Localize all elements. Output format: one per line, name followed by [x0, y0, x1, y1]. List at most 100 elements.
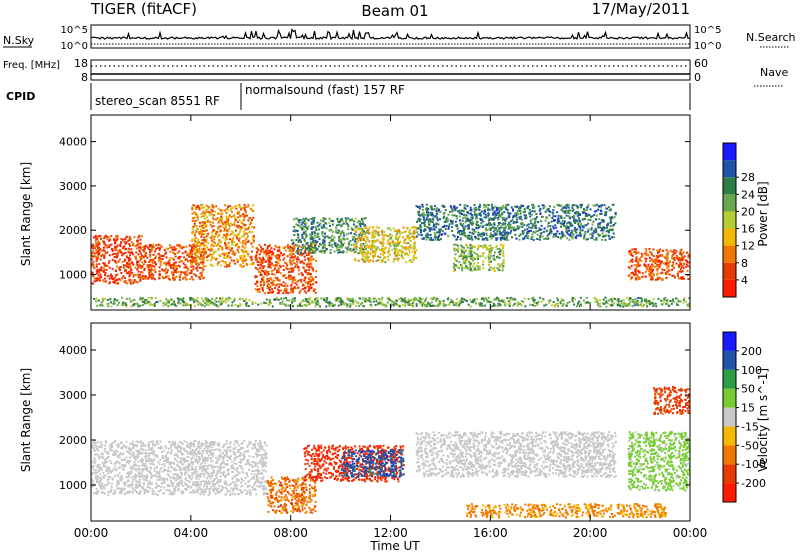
- colorbar-swatch: [723, 143, 736, 161]
- colorbar-swatch: [723, 483, 736, 502]
- nave-tick-top: 60: [694, 57, 708, 70]
- colorbar-tick-100: 100: [741, 364, 762, 377]
- velocity-region-2: [266, 476, 317, 514]
- velocity-region-4: [340, 449, 405, 478]
- cpid-panel: CPID stereo_scan 8551 RF normalsound (fa…: [6, 83, 691, 110]
- colorbar-swatch: [723, 228, 736, 246]
- colorbar-swatch: [723, 332, 736, 351]
- nave-label: Nave: [760, 66, 788, 79]
- xtick-label-3: 08:00: [273, 526, 308, 540]
- velocity-y-axis: 1000 2000 3000 4000: [59, 344, 690, 492]
- xtick-label-4: 12:00: [373, 526, 408, 540]
- colorbar-tick-20: 20: [741, 205, 755, 218]
- colorbar-tick--200: -200: [741, 477, 766, 490]
- power-region-8: [415, 203, 617, 241]
- colorbar-tick-50: 50: [741, 383, 755, 396]
- power-ytick-2000: 2000: [59, 224, 87, 237]
- colorbar-swatch: [723, 407, 736, 427]
- colorbar-tick-15: 15: [741, 402, 755, 415]
- power-scatter: [91, 203, 690, 308]
- power-ytick-1000: 1000: [59, 269, 87, 282]
- freq-tick-bottom: 8: [81, 71, 88, 84]
- power-ytick-3000: 3000: [59, 180, 87, 193]
- power-region-10: [93, 296, 690, 308]
- power-ytick-4000: 4000: [59, 136, 87, 149]
- nsky-label: N.Sky: [3, 34, 35, 47]
- velocity-region-5: [415, 431, 618, 478]
- xtick-label-7: 00:00: [673, 526, 708, 540]
- power-region-7: [452, 243, 505, 273]
- station-title: TIGER (fitACF): [90, 0, 197, 18]
- velocity-region-8: [652, 386, 690, 415]
- power-ylabel: Slant Range [km]: [19, 162, 33, 266]
- velocity-region-7: [627, 431, 690, 492]
- velocity-ytick-1000: 1000: [59, 479, 87, 492]
- cpid-segment-2: normalsound (fast) 157 RF: [245, 83, 405, 97]
- colorbar-tick--15: -15: [741, 420, 759, 433]
- velocity-ylabel: Slant Range [km]: [19, 368, 33, 472]
- colorbar-tick-24: 24: [741, 188, 755, 201]
- velocity-ytick-4000: 4000: [59, 344, 87, 357]
- power-colorbar-label: Power [dB]: [756, 181, 770, 246]
- nsky-tick-top: 10^5: [61, 25, 88, 36]
- colorbar-swatch: [723, 388, 736, 408]
- power-panel: 1000 2000 3000 4000 Slant Range [km]: [19, 114, 691, 311]
- power-region-1: [91, 234, 143, 285]
- power-region-4: [254, 243, 318, 295]
- xtick-label-5: 16:00: [473, 526, 508, 540]
- colorbar-tick-28: 28: [741, 171, 755, 184]
- colorbar-tick-16: 16: [741, 223, 755, 236]
- colorbar-swatch: [723, 262, 736, 280]
- power-region-9: [627, 248, 690, 281]
- velocity-scatter: [91, 386, 690, 519]
- velocity-region-1: [91, 440, 268, 496]
- xtick-label-1: 00:00: [74, 526, 109, 540]
- cpid-label: CPID: [6, 90, 35, 103]
- freq-panel: Freq. [MHz] 18 8 60 0 Nave: [3, 57, 788, 87]
- power-colorbar: 4 8 12 16 20 24 28: [722, 142, 755, 298]
- colorbar-tick--50: -50: [741, 439, 759, 452]
- nsearch-tick-bottom: 10^0: [694, 41, 721, 52]
- velocity-colorbar: 200 100 50 15 -15 -50 -100 -200: [722, 331, 766, 503]
- velocity-ytick-2000: 2000: [59, 434, 87, 447]
- colorbar-swatch: [723, 194, 736, 212]
- xlabel: Time UT: [369, 539, 420, 553]
- colorbar-tick-8: 8: [741, 257, 748, 270]
- colorbar-swatch: [723, 426, 736, 446]
- nave-tick-bottom: 0: [694, 71, 701, 84]
- velocity-ytick-3000: 3000: [59, 389, 87, 402]
- nsky-tick-bottom: 10^0: [61, 41, 88, 52]
- nsky-panel: N.Sky 10^5 10^0 10^5 10^0 N.Search: [3, 24, 796, 52]
- colorbar-swatch: [723, 279, 736, 297]
- nsky-trace: [91, 28, 690, 45]
- power-y-axis: 1000 2000 3000 4000: [59, 136, 690, 282]
- nsearch-tick-top: 10^5: [694, 25, 721, 36]
- colorbar-swatch: [723, 369, 736, 389]
- colorbar-swatch: [723, 245, 736, 263]
- xtick-label-6: 20:00: [573, 526, 608, 540]
- colorbar-tick-200: 200: [741, 345, 762, 358]
- colorbar-swatch: [723, 177, 736, 195]
- velocity-panel: 1000 2000 3000 4000 Slant Range [km]: [19, 322, 691, 522]
- colorbar-swatch: [723, 211, 736, 229]
- velocity-colorbar-label: Velocity [m s^-1]: [756, 368, 770, 472]
- time-x-axis: 00:00 04:00 08:00 12:00 16:00 20:00 00:00: [74, 115, 708, 540]
- colorbar-tick-12: 12: [741, 240, 755, 253]
- power-region-2: [141, 243, 206, 281]
- power-region-3: [190, 203, 256, 268]
- colorbar-tick--100: -100: [741, 458, 766, 471]
- date-title: 17/May/2011: [592, 0, 690, 18]
- power-region-5: [290, 216, 368, 255]
- colorbar-swatch: [723, 160, 736, 178]
- cpid-segment-1: stereo_scan 8551 RF: [95, 94, 220, 108]
- colorbar-swatch: [723, 445, 736, 465]
- beam-title: Beam 01: [361, 2, 428, 20]
- freq-label: Freq. [MHz]: [3, 60, 60, 71]
- xtick-label-2: 04:00: [174, 526, 209, 540]
- nsearch-label: N.Search: [746, 31, 796, 44]
- colorbar-tick-4: 4: [741, 274, 748, 287]
- velocity-region-6: [465, 503, 667, 519]
- power-region-6: [353, 225, 418, 264]
- freq-tick-top: 18: [74, 57, 88, 70]
